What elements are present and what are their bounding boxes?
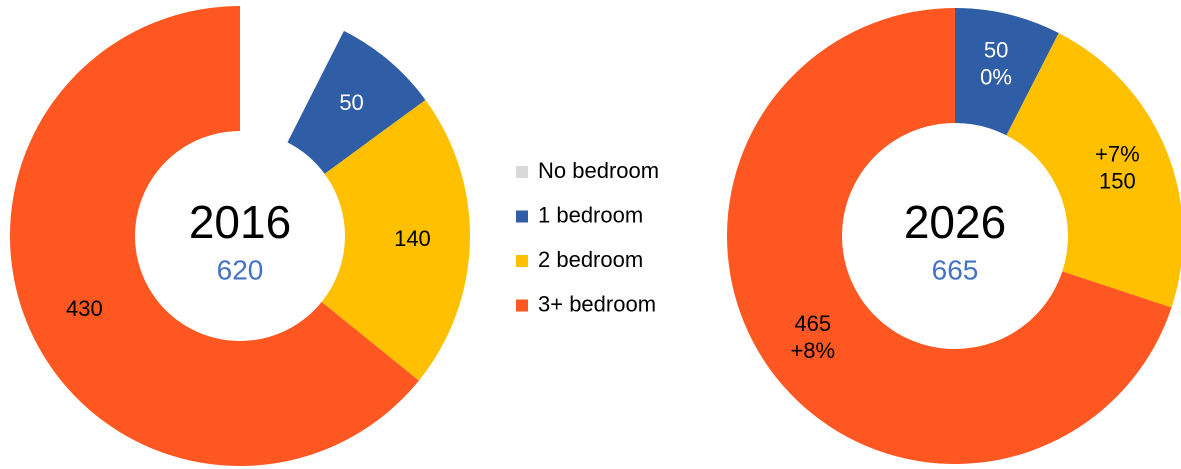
donut-slice	[1006, 32, 1181, 308]
legend-label: 2 bedroom	[538, 247, 643, 272]
slice-label: +7%	[1095, 142, 1140, 167]
legend-swatch	[516, 255, 528, 267]
legend-label: 1 bedroom	[538, 202, 643, 227]
slice-label: 465	[794, 311, 831, 336]
slice-label: 0%	[980, 65, 1012, 90]
donut-slice	[9, 6, 419, 466]
donut-slice	[240, 6, 344, 143]
legend-label: No bedroom	[538, 158, 659, 183]
legend-swatch	[516, 166, 528, 178]
donut-title: 2016	[189, 196, 291, 248]
donut-total: 665	[932, 254, 979, 285]
donut-slice	[727, 8, 1172, 464]
legend-swatch	[516, 299, 528, 312]
slice-label: +8%	[790, 338, 835, 363]
slice-label: 430	[66, 296, 103, 321]
slice-label: 150	[1099, 169, 1136, 194]
donut-slice	[955, 8, 1059, 136]
slice-label: 140	[394, 226, 431, 251]
slice-label: 50	[984, 38, 1008, 63]
donut-slice	[321, 99, 470, 381]
donut-title: 2026	[904, 196, 1006, 248]
slice-label: 50	[339, 90, 363, 115]
donut-slice	[287, 30, 426, 174]
donut-total: 620	[217, 254, 264, 285]
legend-swatch	[516, 210, 528, 223]
legend-label: 3+ bedroom	[538, 291, 656, 316]
